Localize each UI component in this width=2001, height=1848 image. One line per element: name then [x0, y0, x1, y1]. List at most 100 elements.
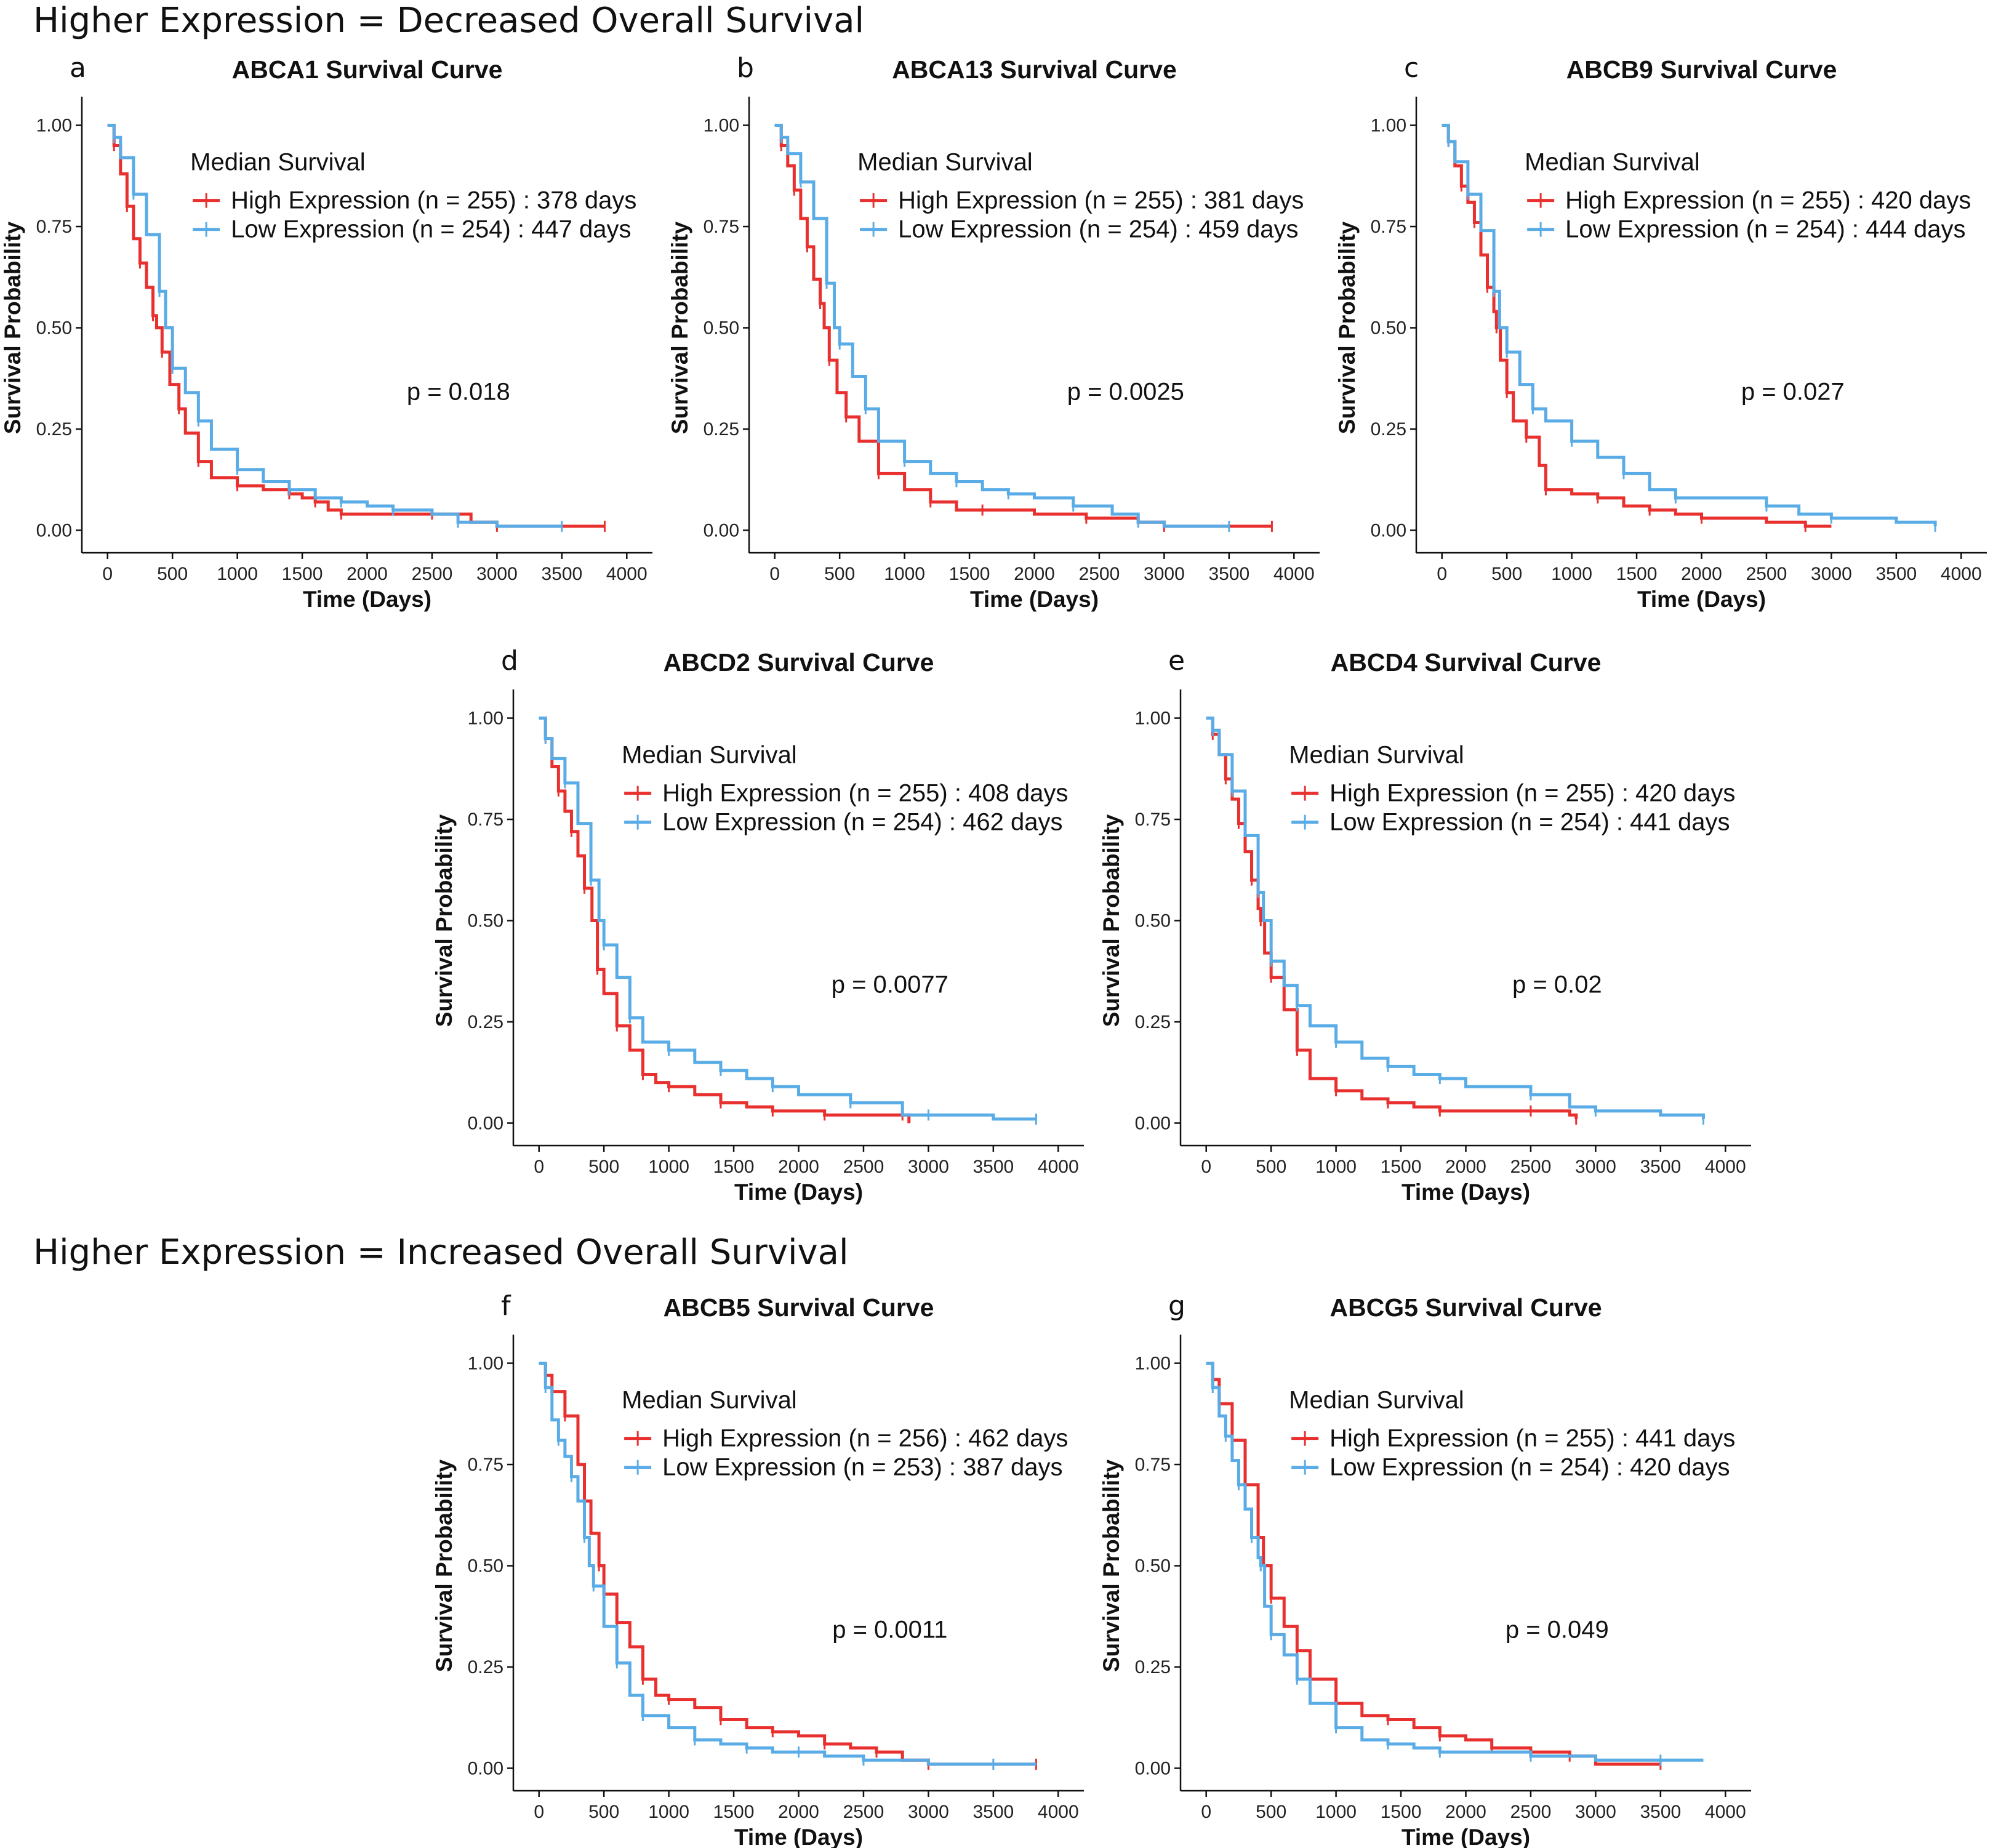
chart-panel-e: e ABCD4 Survival Curve 0.00 0.25 0.50 0.75 1.0… — [1099, 645, 1751, 1205]
x-tick-label: 2000 — [1445, 1802, 1486, 1822]
legend-entry: Low Expression (n = 254) : 444 days — [1565, 216, 1965, 243]
y-tick-label: 0.75 — [1135, 810, 1171, 830]
panel-letter: g — [1168, 1290, 1185, 1322]
legend-entry: Low Expression (n = 254) : 459 days — [898, 216, 1298, 243]
legend-entry: High Expression (n = 256) : 462 days — [662, 1425, 1068, 1452]
survival-curve-low — [1442, 124, 1937, 526]
p-value: p = 0.0011 — [832, 1616, 947, 1643]
x-tick-label: 3000 — [908, 1157, 949, 1177]
legend-entry: Low Expression (n = 254) : 441 days — [1329, 809, 1730, 836]
y-tick-label: 1.00 — [1371, 116, 1406, 136]
x-tick-label: 0 — [1437, 564, 1447, 584]
y-tick-label: 1.00 — [468, 709, 503, 729]
chart-panel-a: a ABCA1 Survival Curve 0.00 0.25 0.50 0.75 1.0… — [0, 52, 652, 612]
x-tick-label: 2000 — [1445, 1157, 1486, 1177]
legend-entry: High Expression (n = 255) : 420 days — [1565, 187, 1971, 214]
x-tick-label: 1500 — [1381, 1157, 1422, 1177]
x-tick-label: 2500 — [412, 564, 453, 584]
y-tick-label: 0.25 — [468, 1012, 503, 1032]
panel-letter: e — [1168, 645, 1185, 677]
chart-title: ABCA1 Survival Curve — [232, 55, 503, 84]
p-value: p = 0.02 — [1512, 971, 1602, 998]
x-tick-label: 500 — [588, 1802, 619, 1822]
legend-title: Median Survival — [857, 149, 1033, 176]
x-tick-label: 0 — [1201, 1802, 1211, 1822]
y-tick-label: 0.25 — [1371, 419, 1406, 440]
y-tick-label: 0.50 — [36, 318, 72, 339]
legend-title: Median Survival — [1289, 742, 1464, 769]
x-tick-label: 1000 — [1315, 1802, 1357, 1822]
x-tick-label: 0 — [534, 1802, 544, 1822]
legend-entry: High Expression (n = 255) : 381 days — [898, 187, 1304, 214]
panel-letter: c — [1404, 52, 1419, 84]
x-tick-label: 4000 — [1705, 1802, 1746, 1822]
legend-entry: Low Expression (n = 254) : 462 days — [662, 809, 1062, 836]
legend-title: Median Survival — [622, 1387, 797, 1414]
y-tick-label: 0.50 — [468, 1556, 503, 1577]
panel-letter: b — [737, 52, 754, 84]
p-value: p = 0.0025 — [1067, 378, 1184, 405]
survival-curve-low — [107, 124, 562, 528]
y-tick-label: 1.00 — [704, 116, 739, 136]
x-tick-label: 3000 — [1575, 1802, 1616, 1822]
x-tick-label: 2000 — [1014, 564, 1055, 584]
x-tick-label: 1500 — [1381, 1802, 1422, 1822]
y-tick-label: 0.50 — [468, 911, 503, 931]
legend-title: Median Survival — [190, 149, 366, 176]
x-tick-label: 0 — [769, 564, 780, 584]
y-axis-title: Survival Probability — [1334, 221, 1360, 434]
x-tick-label: 1000 — [217, 564, 258, 584]
p-value: p = 0.049 — [1506, 1616, 1609, 1643]
x-tick-label: 500 — [1256, 1802, 1286, 1822]
y-tick-label: 1.00 — [1135, 1354, 1171, 1374]
x-tick-label: 4000 — [1705, 1157, 1746, 1177]
legend-title: Median Survival — [1525, 149, 1700, 176]
survival-curve-low — [539, 1362, 1037, 1766]
x-tick-label: 2500 — [1510, 1802, 1552, 1822]
x-tick-label: 3000 — [908, 1802, 949, 1822]
legend-entry: High Expression (n = 255) : 408 days — [662, 780, 1068, 807]
x-tick-label: 4000 — [1941, 564, 1982, 584]
x-tick-label: 500 — [1256, 1157, 1286, 1177]
y-tick-label: 0.50 — [1371, 318, 1406, 339]
x-tick-label: 0 — [1201, 1157, 1211, 1177]
legend-entry: High Expression (n = 255) : 420 days — [1329, 780, 1735, 807]
x-tick-label: 3500 — [1640, 1157, 1681, 1177]
x-tick-label: 2500 — [1079, 564, 1120, 584]
y-tick-label: 0.75 — [468, 1455, 503, 1475]
x-tick-label: 500 — [824, 564, 855, 584]
x-tick-label: 3500 — [972, 1802, 1014, 1822]
y-tick-label: 1.00 — [1135, 709, 1171, 729]
y-axis-title: Survival Probability — [667, 221, 692, 434]
y-tick-label: 0.50 — [1135, 911, 1171, 931]
x-tick-label: 500 — [1491, 564, 1522, 584]
chart-panel-g: g ABCG5 Survival Curve 0.00 0.25 0.50 0.75 1.0… — [1099, 1290, 1751, 1848]
survival-curve-low — [774, 124, 1229, 528]
x-tick-label: 2000 — [347, 564, 388, 584]
x-tick-label: 2500 — [1510, 1157, 1552, 1177]
x-tick-label: 3000 — [476, 564, 518, 584]
y-tick-label: 0.25 — [468, 1657, 503, 1677]
y-tick-label: 0.75 — [1135, 1455, 1171, 1475]
y-tick-label: 1.00 — [36, 116, 72, 136]
x-tick-label: 1500 — [713, 1157, 755, 1177]
panel-letter: f — [501, 1290, 511, 1322]
chart-title: ABCD2 Survival Curve — [664, 648, 934, 677]
x-tick-label: 3500 — [972, 1157, 1014, 1177]
x-axis-title: Time (Days) — [1637, 587, 1766, 612]
section-title-increased: Higher Expression = Increased Overall Su… — [33, 1232, 849, 1272]
y-tick-label: 0.25 — [36, 419, 72, 440]
y-tick-label: 0.00 — [468, 1113, 503, 1133]
y-tick-label: 0.75 — [1371, 217, 1406, 237]
y-tick-label: 0.25 — [704, 419, 739, 440]
chart-title: ABCB9 Survival Curve — [1566, 55, 1837, 84]
legend-entry: High Expression (n = 255) : 441 days — [1329, 1425, 1735, 1452]
y-axis-title: Survival Probability — [431, 814, 457, 1027]
y-tick-label: 0.50 — [1135, 1556, 1171, 1577]
y-tick-label: 0.00 — [704, 520, 739, 540]
y-axis-title: Survival Probability — [431, 1459, 457, 1672]
x-tick-label: 1000 — [1315, 1157, 1357, 1177]
x-tick-label: 4000 — [1038, 1802, 1079, 1822]
y-tick-label: 0.50 — [704, 318, 739, 339]
